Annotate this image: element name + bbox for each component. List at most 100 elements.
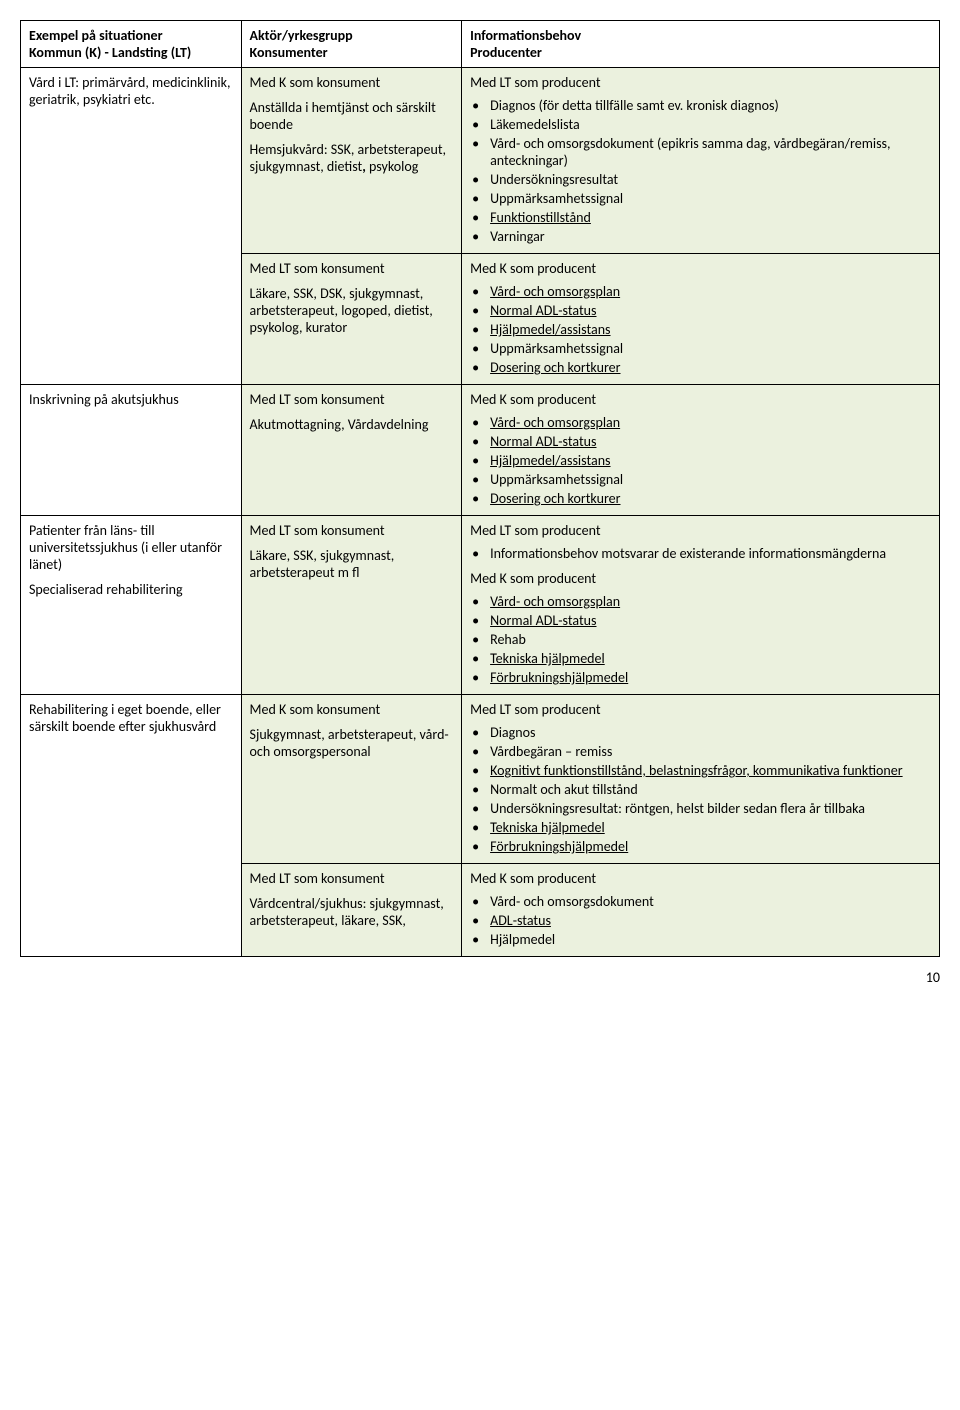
info-label: Med LT som producent xyxy=(470,701,931,718)
list-item: Diagnos xyxy=(484,724,931,741)
info-cell: Med K som producent Vård- och omsorgsdok… xyxy=(462,864,940,957)
list-item: Undersökningsresultat xyxy=(484,171,931,188)
actor-label: Med LT som konsument xyxy=(250,870,454,887)
actor-cell: Med LT som konsument Läkare, SSK, sjukgy… xyxy=(241,516,462,695)
list-item: Vårdbegäran – remiss xyxy=(484,743,931,760)
underline-text: Vård- och omsorgsplan xyxy=(490,414,620,431)
info-table: Exempel på situationer Kommun (K) - Land… xyxy=(20,20,940,957)
table-row: Patienter från läns- till universitetssj… xyxy=(21,516,940,695)
header-col3: Informationsbehov Producenter xyxy=(462,21,940,68)
list-item: Läkemedelslista xyxy=(484,116,931,133)
list-item: Uppmärksamhetssignal xyxy=(484,340,931,357)
list-item: Förbrukningshjälpmedel xyxy=(484,669,931,686)
list-item: Uppmärksamhetssignal xyxy=(484,471,931,488)
actor-label: Med K som konsument xyxy=(250,74,454,91)
situation-text: Patienter från läns- till universitetssj… xyxy=(29,522,233,573)
underline-text: Vård- och omsorgsplan xyxy=(490,283,620,300)
list-item: Kognitivt funktionstillstånd, belastning… xyxy=(484,762,931,779)
underline-text: Normal ADL-status xyxy=(490,433,596,450)
actor-text: Vårdcentral/sjukhus: sjukgymnast, arbets… xyxy=(250,895,454,929)
list-item: Funktionstillstånd xyxy=(484,209,931,226)
list-item: Diagnos (för detta tillfälle samt ev. kr… xyxy=(484,97,931,114)
underline-text: Normal ADL-status xyxy=(490,612,596,629)
info-cell: Med K som producent Vård- och omsorgspla… xyxy=(462,254,940,385)
info-label: Med LT som producent xyxy=(470,74,931,91)
underline-text: Dosering och kortkurer xyxy=(490,490,620,507)
bullet-list: Informationsbehov motsvarar de existeran… xyxy=(470,545,931,562)
info-label: Med K som producent xyxy=(470,391,931,408)
header-col1: Exempel på situationer Kommun (K) - Land… xyxy=(21,21,242,68)
situation-text: Inskrivning på akutsjukhus xyxy=(29,391,233,408)
list-item: Vård- och omsorgsplan xyxy=(484,283,931,300)
actor-text: Sjukgymnast, arbetsterapeut, vård- och o… xyxy=(250,726,454,760)
info-cell: Med LT som producent Diagnos Vårdbegäran… xyxy=(462,695,940,864)
header-col3-line1: Informationsbehov xyxy=(470,27,931,44)
list-item: Normal ADL-status xyxy=(484,433,931,450)
situation-text: Vård i LT: primärvård, medicinklinik, ge… xyxy=(29,74,233,108)
list-item: Hjälpmedel xyxy=(484,931,931,948)
underline-text: Hjälpmedel/assistans xyxy=(490,321,610,338)
bullet-list: Vård- och omsorgsdokument ADL-status Hjä… xyxy=(470,893,931,948)
situation-text: Specialiserad rehabilitering xyxy=(29,581,233,598)
list-item: Hjälpmedel/assistans xyxy=(484,321,931,338)
table-row: Inskrivning på akutsjukhus Med LT som ko… xyxy=(21,385,940,516)
list-item: Dosering och kortkurer xyxy=(484,359,931,376)
info-cell: Med LT som producent Diagnos (för detta … xyxy=(462,68,940,254)
actor-text: Hemsjukvård: SSK, arbetsterapeut, sjukgy… xyxy=(250,141,454,175)
situation-text: Rehabilitering i eget boende, eller särs… xyxy=(29,701,233,735)
list-item: Informationsbehov motsvarar de existeran… xyxy=(484,545,931,562)
underline-text: Tekniska hjälpmedel xyxy=(490,819,605,836)
actor-text: Akutmottagning, Vårdavdelning xyxy=(250,416,454,433)
header-col1-line1: Exempel på situationer xyxy=(29,27,233,44)
header-col1-line2: Kommun (K) - Landsting (LT) xyxy=(29,44,233,61)
actor-label: Med LT som konsument xyxy=(250,522,454,539)
underline-text: Hjälpmedel/assistans xyxy=(490,452,610,469)
underline-text: Kognitivt funktionstillstånd, belastning… xyxy=(490,762,903,779)
actor-cell: Med LT som konsument Akutmottagning, Vår… xyxy=(241,385,462,516)
actor-text: Läkare, SSK, sjukgymnast, arbetsterapeut… xyxy=(250,547,454,581)
list-item: Varningar xyxy=(484,228,931,245)
bullet-list: Diagnos (för detta tillfälle samt ev. kr… xyxy=(470,97,931,245)
list-item: Hjälpmedel/assistans xyxy=(484,452,931,469)
list-item: Vård- och omsorgsdokument xyxy=(484,893,931,910)
table-row: Rehabilitering i eget boende, eller särs… xyxy=(21,695,940,864)
actor-cell: Med LT som konsument Läkare, SSK, DSK, s… xyxy=(241,254,462,385)
actor-cell: Med K som konsument Sjukgymnast, arbetst… xyxy=(241,695,462,864)
page-number: 10 xyxy=(20,969,940,986)
header-col2-line1: Aktör/yrkesgrupp xyxy=(250,27,454,44)
list-item: Normal ADL-status xyxy=(484,302,931,319)
info-label: Med LT som producent xyxy=(470,522,931,539)
info-label: Med K som producent xyxy=(470,260,931,277)
header-col2: Aktör/yrkesgrupp Konsumenter xyxy=(241,21,462,68)
list-item: Normalt och akut tillstånd xyxy=(484,781,931,798)
table-row: Vård i LT: primärvård, medicinklinik, ge… xyxy=(21,68,940,254)
bullet-list: Vård- och omsorgsplan Normal ADL-status … xyxy=(470,414,931,507)
underline-text: Tekniska hjälpmedel xyxy=(490,650,605,667)
list-item: Tekniska hjälpmedel xyxy=(484,650,931,667)
situation-cell: Inskrivning på akutsjukhus xyxy=(21,385,242,516)
actor-text: Anställda i hemtjänst och särskilt boend… xyxy=(250,99,454,133)
actor-label: Med LT som konsument xyxy=(250,391,454,408)
bullet-list: Vård- och omsorgsplan Normal ADL-status … xyxy=(470,593,931,686)
actor-label: Med LT som konsument xyxy=(250,260,454,277)
underline-text: Vård- och omsorgsplan xyxy=(490,593,620,610)
list-item: Uppmärksamhetssignal xyxy=(484,190,931,207)
underline-text: Funktionstillstånd xyxy=(490,209,591,226)
table-header-row: Exempel på situationer Kommun (K) - Land… xyxy=(21,21,940,68)
list-item: Undersökningsresultat: röntgen, helst bi… xyxy=(484,800,931,817)
header-col3-line2: Producenter xyxy=(470,44,931,61)
header-col2-line2: Konsumenter xyxy=(250,44,454,61)
situation-cell: Patienter från läns- till universitetssj… xyxy=(21,516,242,695)
underline-text: Dosering och kortkurer xyxy=(490,359,620,376)
list-item: Tekniska hjälpmedel xyxy=(484,819,931,836)
list-item: Förbrukningshjälpmedel xyxy=(484,838,931,855)
list-item: Vård- och omsorgsplan xyxy=(484,414,931,431)
actor-cell: Med K som konsument Anställda i hemtjäns… xyxy=(241,68,462,254)
underline-text: ADL-status xyxy=(490,912,551,929)
list-item: Normal ADL-status xyxy=(484,612,931,629)
underline-text: Förbrukningshjälpmedel xyxy=(490,838,628,855)
list-item: Dosering och kortkurer xyxy=(484,490,931,507)
underline-text: Normal ADL-status xyxy=(490,302,596,319)
underline-text: Förbrukningshjälpmedel xyxy=(490,669,628,686)
bullet-list: Diagnos Vårdbegäran – remiss Kognitivt f… xyxy=(470,724,931,855)
